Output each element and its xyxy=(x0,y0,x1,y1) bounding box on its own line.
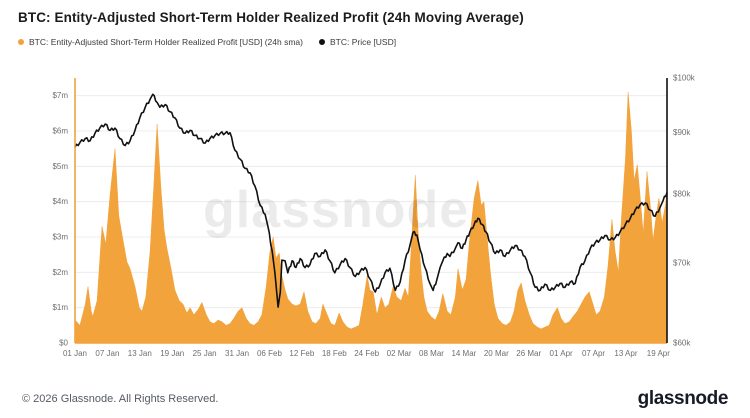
x-axis-tick-label: 01 Jan xyxy=(63,349,87,358)
x-axis-tick-label: 24 Feb xyxy=(354,349,379,358)
legend-item-realized-profit[interactable]: BTC: Entity-Adjusted Short-Term Holder R… xyxy=(18,37,303,47)
x-axis-tick-label: 07 Jan xyxy=(95,349,119,358)
right-axis-tick-label: $100k xyxy=(673,74,696,83)
legend-item-price[interactable]: BTC: Price [USD] xyxy=(318,37,397,47)
left-axis-tick-label: $5m xyxy=(52,162,68,171)
left-axis-tick-label: $0 xyxy=(59,339,68,348)
left-axis-tick-label: $3m xyxy=(52,233,68,242)
legend: BTC: Entity-Adjusted Short-Term Holder R… xyxy=(18,37,732,47)
x-axis-tick-label: 08 Mar xyxy=(419,349,444,358)
x-axis-tick-label: 25 Jan xyxy=(193,349,217,358)
x-axis-tick-label: 31 Jan xyxy=(225,349,249,358)
glassnode-logo[interactable]: glassnode xyxy=(637,388,729,409)
chart-header: BTC: Entity-Adjusted Short-Term Holder R… xyxy=(18,10,732,47)
x-axis-tick-label: 07 Apr xyxy=(582,349,605,358)
right-axis-tick-label: $70k xyxy=(673,259,691,268)
footer: © 2026 Glassnode. All Rights Reserved. g… xyxy=(0,380,750,418)
chart-svg: $0 $1m $2m $3m $4m $5m $6m $7m $60k $70k $80k $90k $… xyxy=(52,74,696,359)
x-axis-tick-label: 13 Apr xyxy=(614,349,637,358)
x-axis-tick-label: 06 Feb xyxy=(257,349,282,358)
page-title: BTC: Entity-Adjusted Short-Term Holder R… xyxy=(18,10,524,25)
x-axis-tick-label: 02 Mar xyxy=(387,349,412,358)
x-axis-tick-label: 14 Mar xyxy=(451,349,476,358)
chart-canvas[interactable]: glassnode $0 $1m $2m $3m $4m $5m $6m $7m $60k $70… xyxy=(0,0,750,380)
x-axis-tick-label: 13 Jan xyxy=(128,349,152,358)
realized-profit-area xyxy=(74,92,668,344)
left-axis-tick-label: $2m xyxy=(52,268,68,277)
x-axis-tick-label: 20 Mar xyxy=(484,349,509,358)
left-axis-tick-label: $1m xyxy=(52,303,68,312)
glassnode-watermark: glassnode xyxy=(203,181,470,239)
right-axis-tick-label: $90k xyxy=(673,128,691,137)
x-axis-tick-label: 19 Apr xyxy=(647,349,670,358)
price-line xyxy=(74,93,668,308)
copyright-text: © 2026 Glassnode. All Rights Reserved. xyxy=(22,393,219,405)
left-axis-tick-label: $7m xyxy=(52,91,68,100)
x-axis-tick-label: 18 Feb xyxy=(322,349,347,358)
right-axis-tick-label: $60k xyxy=(673,339,691,348)
legend-label-realized-profit: BTC: Entity-Adjusted Short-Term Holder R… xyxy=(29,37,303,47)
left-axis-tick-label: $4m xyxy=(52,197,68,206)
x-axis-tick-label: 12 Feb xyxy=(289,349,314,358)
legend-label-price: BTC: Price [USD] xyxy=(329,37,397,47)
right-axis-tick-label: $80k xyxy=(673,189,691,198)
legend-swatch-realized-profit-icon xyxy=(18,39,24,45)
x-axis-tick-label: 19 Jan xyxy=(160,349,184,358)
x-axis-tick-label: 01 Apr xyxy=(550,349,573,358)
left-axis-tick-label: $6m xyxy=(52,127,68,136)
x-axis-tick-label: 26 Mar xyxy=(516,349,541,358)
legend-swatch-price-icon xyxy=(318,39,325,45)
